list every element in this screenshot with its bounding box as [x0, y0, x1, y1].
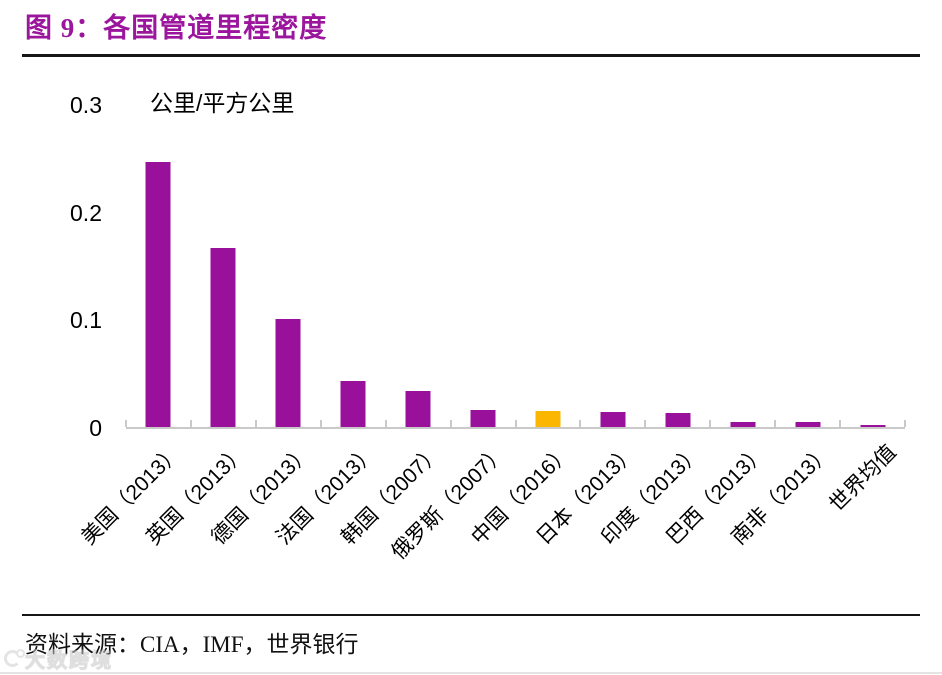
source-note: 资料来源：CIA，IMF，世界银行 [25, 632, 359, 657]
bar-美国（2013） [145, 162, 171, 427]
watermark-logo-icon [4, 649, 25, 667]
bar-法国（2013） [340, 380, 366, 427]
x-axis-tick [579, 420, 582, 427]
x-axis-tick [189, 420, 192, 427]
x-axis-tick [384, 420, 387, 427]
x-axis-tick [319, 420, 322, 427]
x-axis-tick [904, 420, 906, 427]
x-axis-tick [125, 420, 127, 427]
source-divider [22, 614, 920, 616]
page-bottom-divider [0, 672, 942, 674]
title-divider [22, 54, 920, 57]
x-axis-tick [644, 420, 647, 427]
x-axis-tick [449, 420, 452, 427]
figure-title: 图 9：各国管道里程密度 [25, 13, 328, 43]
x-axis-tick [839, 420, 842, 427]
bar-中国（2016） [535, 410, 561, 427]
bar-德国（2013） [275, 319, 301, 427]
bar-韩国（2007） [405, 391, 431, 427]
y-axis-tick-label: 0.1 [70, 307, 102, 334]
y-axis-unit-label: 公里/平方公里 [150, 90, 295, 116]
y-axis-tick-label: 0 [89, 415, 102, 441]
bar-日本（2013） [600, 411, 626, 427]
x-axis-tick [709, 420, 712, 427]
x-axis-tick [254, 420, 257, 427]
bar-南非（2013） [795, 421, 821, 427]
bar-印度（2013） [665, 413, 691, 427]
bar-俄罗斯（2007） [470, 409, 496, 427]
x-axis-tick [774, 420, 777, 427]
watermark-text: 大数跨境 [25, 650, 113, 673]
x-axis-label: 世界均值 [824, 440, 901, 517]
plot-area [125, 104, 906, 429]
y-axis-tick-label: 0.3 [70, 92, 102, 118]
bar-世界均值 [860, 424, 886, 427]
y-axis-tick-label: 0.2 [70, 199, 102, 226]
watermark: 大数跨境 [4, 644, 113, 673]
x-axis-line [126, 427, 905, 429]
bar-英国（2013） [210, 248, 236, 427]
x-axis-tick [514, 420, 517, 427]
bar-巴西（2013） [730, 421, 756, 427]
